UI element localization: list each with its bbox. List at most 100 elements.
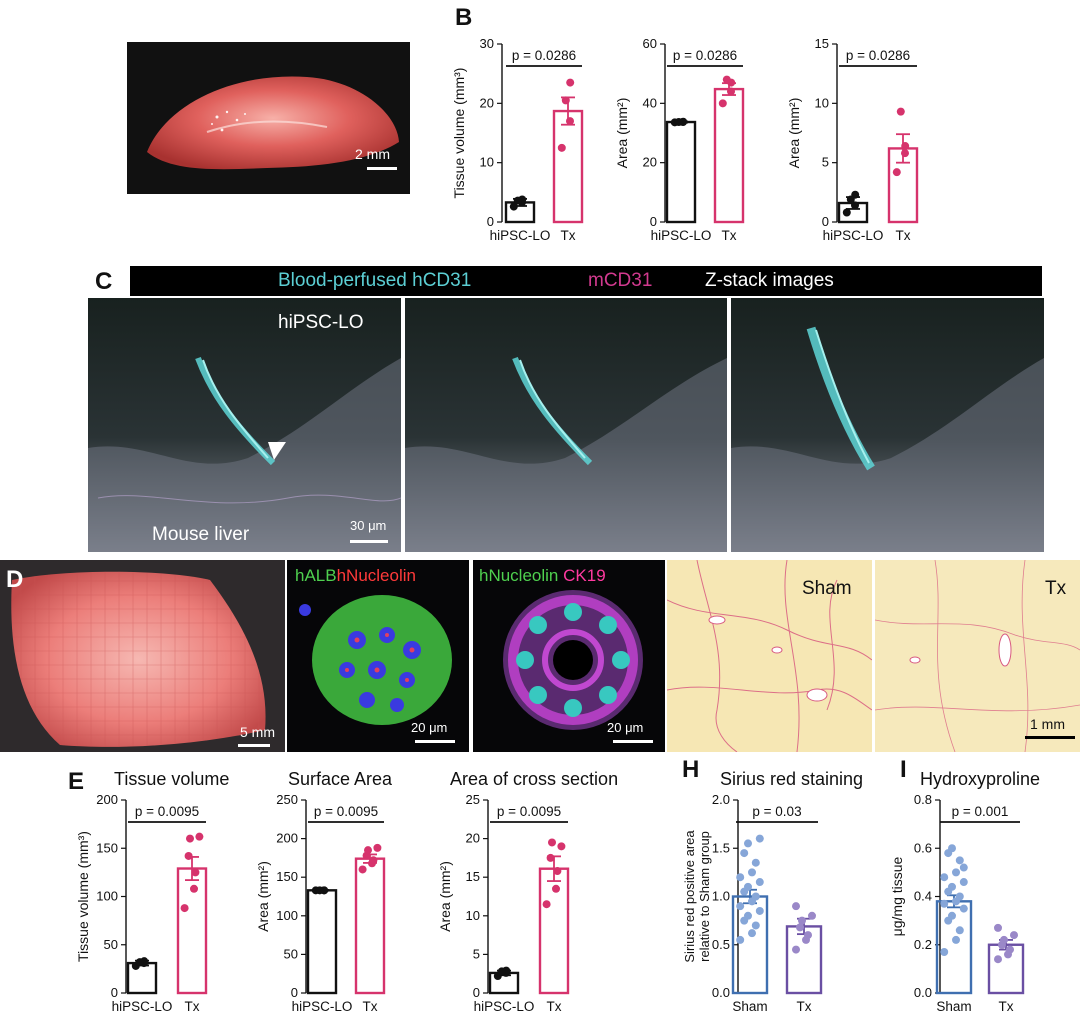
data-point xyxy=(955,926,964,935)
chart-surface-area-b: Surface Area 0 20 40 60 Area (mm²) hiPSC-LO Tx p… xyxy=(615,30,750,243)
data-point xyxy=(135,958,144,967)
x-tick-label: Tx xyxy=(999,999,1014,1014)
x-tick-label: hiPSC-LO xyxy=(490,228,551,243)
data-point xyxy=(892,168,901,177)
data-point xyxy=(808,911,816,920)
immunostain-hb-left: hALBhNucleolin 20 μm xyxy=(287,560,469,752)
y-axis-label: Tissue volume (mm³) xyxy=(451,68,467,199)
data-point xyxy=(744,911,752,920)
y-axis-label: Tissue volume (mm³) xyxy=(75,831,91,962)
x-tick-label: Tx xyxy=(797,999,812,1014)
y-tick-label: 40 xyxy=(643,95,657,110)
y-tick-label: 60 xyxy=(643,36,657,51)
chart-title: Area of cross section xyxy=(795,30,963,32)
data-point xyxy=(798,916,806,925)
x-tick-label: hiPSC-LO xyxy=(112,999,173,1014)
y-tick-label: 0 xyxy=(291,985,298,1000)
y-tick-label: 1.5 xyxy=(712,840,730,855)
data-point xyxy=(552,884,560,893)
data-point xyxy=(358,865,367,874)
liver-photo-a: 2 mm xyxy=(127,42,410,194)
y-axis-label-line2: relative to Sham group xyxy=(697,831,712,962)
data-point xyxy=(994,923,1002,932)
bar xyxy=(785,925,823,995)
y-tick-label: 20 xyxy=(480,95,494,110)
header-white-label: Z-stack images xyxy=(705,270,834,291)
data-point xyxy=(901,142,910,151)
x-tick-label: Sham xyxy=(732,999,767,1014)
y-axis-label: Area (mm²) xyxy=(786,98,802,169)
hNucleolin-label: hNucleolin xyxy=(479,566,559,585)
x-tick-label: Tx xyxy=(561,228,576,243)
chart-hydroxyproline: Hydroxyproline 0.0 0.2 0.4 0.6 0.8 μg/mg tissu… xyxy=(890,769,1040,1014)
panel-c-header: Blood-perfused hCD31 mCD31 Z-stack image… xyxy=(130,266,1042,296)
data-point xyxy=(959,904,968,913)
x-tick-label: hiPSC-LO xyxy=(474,999,535,1014)
y-tick-label: 10 xyxy=(815,95,829,110)
y-tick-label: 10 xyxy=(480,155,494,170)
p-value-label: p = 0.001 xyxy=(952,804,1009,819)
chart-surface-area-e: Surface Area 0 50 100 150 200 250 Area (mm²) hiP… xyxy=(255,769,393,1014)
x-tick-label: Tx xyxy=(896,228,911,243)
y-tick-label: 5 xyxy=(822,155,829,170)
y-tick-label: 10 xyxy=(466,908,480,923)
panel-label-d: D xyxy=(6,566,24,593)
bar xyxy=(713,87,745,224)
data-point xyxy=(755,878,764,887)
scale-label: 20 μm xyxy=(607,720,644,735)
scale-bar xyxy=(415,740,455,743)
zstack-image-1: hiPSC-LO Mouse liver 30 μm xyxy=(88,298,401,552)
y-tick-label: 0.0 xyxy=(914,985,932,1000)
x-tick-label: Sham xyxy=(936,999,971,1014)
data-point xyxy=(948,882,956,891)
sirius-red-tx: Tx 1 mm xyxy=(875,560,1080,752)
data-point xyxy=(674,118,683,127)
header-cyan-label: Blood-perfused hCD31 xyxy=(278,270,472,291)
data-point xyxy=(959,878,968,887)
data-point xyxy=(955,856,964,865)
data-point xyxy=(751,921,760,930)
data-point xyxy=(740,849,749,858)
chart-tissue-volume-b: Tissue volume 0 10 20 30 Tissue volume (mm³) h… xyxy=(451,30,610,243)
data-point xyxy=(364,846,372,855)
sham-label: Sham xyxy=(802,578,852,599)
data-point xyxy=(804,931,812,940)
header-magenta-label: mCD31 xyxy=(588,270,653,291)
arrowhead-icon xyxy=(268,442,286,460)
chart-title: Tissue volume xyxy=(114,769,229,789)
data-point xyxy=(751,858,760,867)
panel-label-h: H xyxy=(682,756,700,783)
hALB-label: hALB xyxy=(295,566,337,585)
data-point xyxy=(901,149,909,158)
chart-title: Tissue volume xyxy=(495,30,610,32)
data-point xyxy=(566,117,574,126)
data-point xyxy=(369,856,378,865)
data-point xyxy=(542,900,551,909)
data-point xyxy=(546,853,555,862)
chart-title: Area of cross section xyxy=(450,769,618,789)
p-value-label: p = 0.0286 xyxy=(846,48,910,63)
y-tick-label: 0.4 xyxy=(914,889,932,904)
x-tick-label: hiPSC-LO xyxy=(292,999,353,1014)
immunostain-cholangiocyte-right: hNucleolin CK19 20 μm xyxy=(473,560,665,752)
y-tick-label: 0 xyxy=(487,214,494,229)
y-tick-label: 5 xyxy=(473,946,480,961)
y-tick-label: 0 xyxy=(822,214,829,229)
data-point xyxy=(566,78,575,87)
data-point xyxy=(557,143,566,152)
data-point xyxy=(727,87,735,96)
p-value-label: p = 0.0095 xyxy=(135,804,199,819)
chart-tissue-volume-e: Tissue volume 0 50 100 150 200 Tissue volume (… xyxy=(75,769,229,1014)
data-point xyxy=(796,923,804,932)
panel-label-e: E xyxy=(68,768,85,795)
scale-bar xyxy=(350,540,388,543)
y-tick-label: 15 xyxy=(466,869,480,884)
p-value-label: p = 0.0095 xyxy=(314,804,378,819)
scale-bar xyxy=(367,167,397,170)
data-point xyxy=(553,867,562,876)
data-point xyxy=(755,906,764,915)
hipsc-lo-label: hiPSC-LO xyxy=(278,312,364,333)
y-axis-label: Area (mm²) xyxy=(615,98,630,169)
bar xyxy=(306,889,338,995)
x-tick-label: hiPSC-LO xyxy=(823,228,884,243)
